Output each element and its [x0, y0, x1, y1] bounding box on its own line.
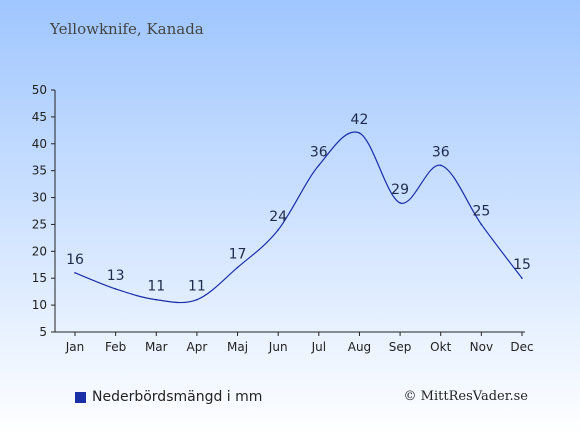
x-tick-label: Nov — [470, 340, 493, 354]
data-point — [358, 132, 361, 134]
y-tick-label: 25 — [32, 217, 47, 231]
data-label: 42 — [351, 112, 369, 128]
data-point — [236, 266, 239, 269]
data-point — [318, 164, 320, 167]
x-tick-label: Mar — [145, 340, 168, 354]
data-point — [439, 164, 442, 167]
x-tick-label: Feb — [105, 340, 126, 354]
plot-area: 5 10 15 20 25 30 35 40 45 50 Jan Feb Mar Apr Maj Jun Jul… — [32, 83, 534, 354]
data-label: 13 — [107, 268, 125, 284]
x-tick-label: Maj — [227, 340, 248, 354]
data-label: 16 — [66, 252, 84, 268]
x-tick-label: Apr — [187, 340, 208, 354]
data-point — [155, 298, 158, 301]
y-tick-label: 10 — [32, 298, 47, 312]
x-tick-label: Dec — [510, 340, 533, 354]
data-label: 11 — [147, 279, 165, 295]
y-tick-label: 15 — [32, 271, 47, 285]
data-label: 11 — [188, 279, 206, 295]
data-label: 36 — [432, 144, 450, 160]
y-tick-label: 30 — [32, 191, 47, 205]
credit: © MittResVader.se — [403, 389, 528, 404]
data-label: 36 — [310, 144, 328, 160]
y-tick-label: 20 — [32, 244, 47, 258]
data-label: 24 — [269, 209, 287, 225]
legend-swatch — [75, 391, 86, 403]
data-label: 25 — [472, 203, 490, 219]
data-label: 29 — [391, 182, 409, 198]
y-tick-label: 35 — [32, 164, 47, 178]
y-tick-label: 5 — [39, 325, 47, 339]
data-label: 15 — [513, 257, 531, 273]
legend: Nederbördsmängd i mm — [75, 389, 262, 405]
x-tick-label: Sep — [389, 340, 412, 354]
data-point — [114, 288, 117, 290]
x-tick-label: Okt — [430, 340, 451, 354]
data-point — [521, 277, 523, 280]
legend-label: Nederbördsmängd i mm — [92, 389, 263, 405]
data-point — [74, 272, 76, 274]
data-point — [399, 202, 401, 204]
x-tick-label: Aug — [348, 340, 371, 354]
data-point — [277, 229, 279, 231]
y-tick-label: 45 — [32, 110, 47, 124]
x-tick-label: Jan — [65, 340, 85, 354]
x-tick-label: Jun — [268, 340, 288, 354]
data-point — [196, 298, 198, 301]
x-tick-label: Jul — [311, 340, 326, 354]
data-label: 17 — [229, 246, 247, 262]
chart-title: Yellowknife, Kanada — [50, 20, 204, 38]
y-tick-label: 50 — [32, 83, 47, 97]
data-point — [480, 223, 483, 226]
y-tick-label: 40 — [32, 137, 47, 151]
